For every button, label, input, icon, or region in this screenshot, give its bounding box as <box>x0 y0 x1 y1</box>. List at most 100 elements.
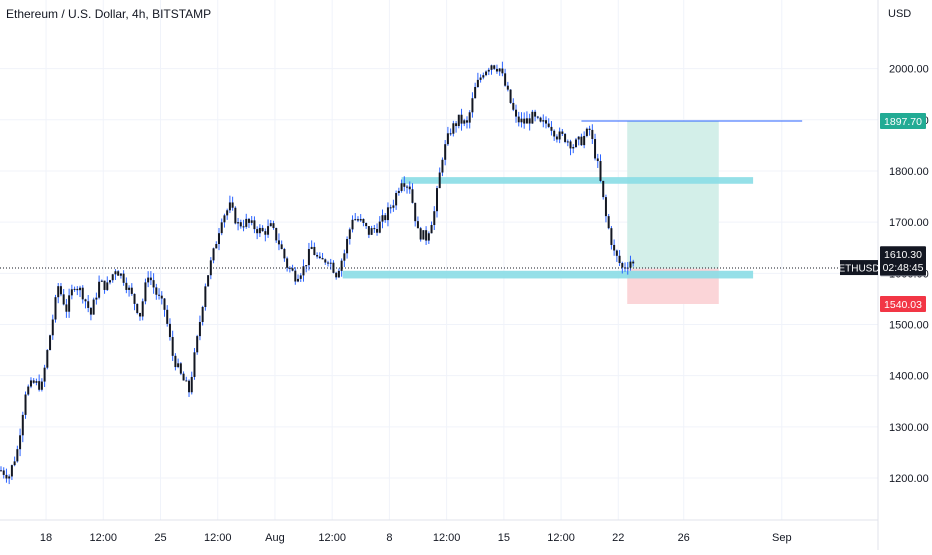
candle-body <box>264 231 267 235</box>
candle-body <box>594 139 597 159</box>
candle-body <box>185 380 188 382</box>
candle-body <box>520 118 523 123</box>
candle-body <box>73 288 76 290</box>
candle-body <box>0 470 2 472</box>
candle-body <box>362 218 365 223</box>
last-price-badge <box>880 246 926 276</box>
candle-body <box>425 230 428 241</box>
candle-body <box>512 102 515 110</box>
candle-body <box>177 363 180 368</box>
support-zone[interactable] <box>342 270 754 279</box>
y-tick-label: 1500.00 <box>889 319 929 331</box>
candle-body <box>283 249 286 259</box>
candle-body <box>84 299 87 302</box>
candle-body <box>591 129 594 140</box>
candle-body <box>117 271 120 276</box>
candle-body <box>144 282 147 302</box>
candle-body <box>95 297 98 300</box>
candle-body <box>247 218 250 223</box>
candle-body <box>525 118 528 124</box>
candle-body <box>19 435 22 450</box>
candle-body <box>54 297 57 320</box>
time-axis[interactable]: 18 12:00 25 12:00 Aug 12:00 8 12:00 15 12:00 22 26 S… <box>0 519 878 544</box>
candle-body <box>430 225 433 234</box>
candle-body <box>348 229 351 239</box>
candle-body <box>370 228 373 235</box>
candle-body <box>106 282 109 290</box>
candle-body <box>624 267 627 269</box>
candle-body <box>155 287 158 295</box>
y-tick-label: 1800.00 <box>889 166 929 178</box>
candle-body <box>207 275 210 287</box>
candle-body <box>302 266 305 276</box>
last-price-label: 1610.30 <box>884 249 922 261</box>
candle-body <box>10 465 13 477</box>
candle-body <box>337 270 340 278</box>
candle-body <box>517 116 520 123</box>
candle-body <box>215 244 218 249</box>
candle-body <box>506 85 509 90</box>
candle-body <box>555 136 558 140</box>
y-tick-label: 1300.00 <box>889 422 929 434</box>
candle-body <box>8 476 11 479</box>
candle-body <box>40 381 43 390</box>
candle-body <box>237 222 240 224</box>
candle-body <box>297 278 300 282</box>
stop-price-badge <box>880 296 926 313</box>
candle-body <box>343 253 346 261</box>
candle-body <box>226 210 229 216</box>
candle-body <box>359 218 362 221</box>
candle-body <box>310 246 313 249</box>
candle-body <box>286 258 289 268</box>
candle-body <box>365 222 368 227</box>
candle-body <box>32 380 35 383</box>
candle-body <box>403 183 406 187</box>
candle-body <box>406 186 409 188</box>
candle-body <box>561 131 564 134</box>
candle-body <box>275 228 278 241</box>
candle-body <box>498 68 501 72</box>
candle-body <box>27 386 30 395</box>
candle-body <box>602 180 605 198</box>
candle-body <box>493 65 496 69</box>
candle-body <box>163 298 166 310</box>
candle-body <box>138 312 141 317</box>
profit-zone[interactable] <box>627 120 719 269</box>
candle-body <box>147 277 150 283</box>
candle-body <box>38 381 41 390</box>
x-tick-label: 8 <box>386 532 392 544</box>
candle-body <box>190 376 193 393</box>
x-tick-label: 12:00 <box>204 532 232 544</box>
candle-body <box>16 449 19 462</box>
x-tick-label: 12:00 <box>90 532 118 544</box>
x-tick-label: 26 <box>678 532 690 544</box>
candle-body <box>465 120 468 123</box>
candle-body <box>446 133 449 145</box>
candle-body <box>103 280 106 290</box>
candle-body <box>384 215 387 221</box>
candle-body <box>618 255 621 264</box>
candle-body <box>228 202 231 211</box>
candle-body <box>250 220 253 223</box>
candle-body <box>487 69 490 72</box>
y-tick-label: 1200.00 <box>889 473 929 485</box>
x-tick-label: Aug <box>265 532 285 544</box>
candle-body <box>476 79 479 88</box>
candle-body <box>395 192 398 206</box>
candle-body <box>239 222 242 227</box>
candle-body <box>49 335 52 351</box>
candle-body <box>392 205 395 208</box>
candle-body <box>51 319 54 336</box>
candle-body <box>509 89 512 103</box>
x-tick-label: 12:00 <box>547 532 575 544</box>
candle-body <box>204 286 207 307</box>
drawings[interactable] <box>342 120 803 305</box>
resistance-zone[interactable] <box>401 177 754 184</box>
candle-body <box>29 380 32 387</box>
candle-body <box>444 144 447 160</box>
candle-body <box>160 295 163 299</box>
candle-body <box>536 116 539 118</box>
candle-body <box>92 299 95 315</box>
